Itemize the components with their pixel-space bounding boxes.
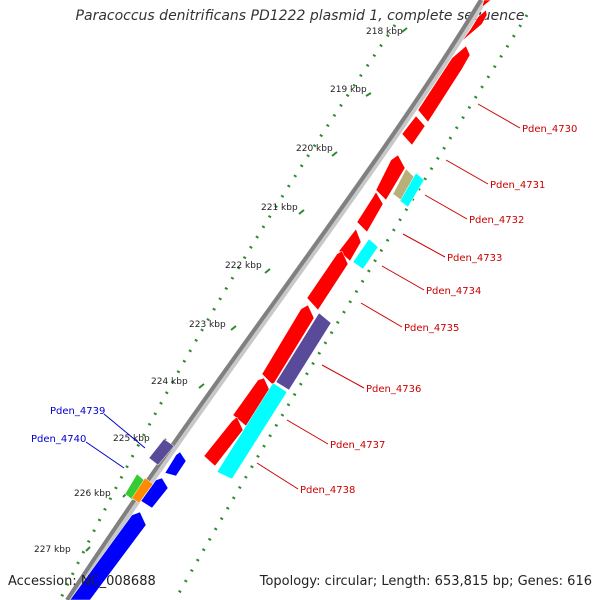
feature-16	[148, 438, 175, 466]
feature-1	[417, 45, 471, 123]
gene-label-4740: Pden_4740	[31, 434, 86, 445]
forward-gene-labels: Pden_4730 Pden_4731 Pden_4732 Pden_4733 …	[300, 124, 577, 496]
feature-7	[261, 304, 315, 386]
feature-15	[216, 382, 288, 480]
inner-dotted-track	[58, 24, 397, 600]
feature-4	[356, 191, 384, 233]
feature-5	[338, 228, 362, 262]
feature-18	[140, 477, 169, 509]
feature-13	[352, 238, 379, 270]
tick-label-219: 219 kbp	[330, 85, 367, 95]
gene-label-4730: Pden_4730	[522, 124, 577, 135]
feature-8	[232, 377, 271, 427]
feature-10	[481, 0, 492, 8]
tick-label-225: 225 kbp	[113, 434, 150, 444]
backbone	[65, 0, 483, 600]
feature-14	[275, 312, 332, 391]
gene-label-4736: Pden_4736	[366, 384, 421, 395]
gene-label-4737: Pden_4737	[330, 440, 385, 451]
gene-label-4732: Pden_4732	[469, 215, 524, 226]
tick-label-224: 224 kbp	[151, 377, 188, 387]
feature-21	[131, 477, 154, 504]
tick-label-223: 223 kbp	[189, 320, 226, 330]
gene-label-4734: Pden_4734	[426, 286, 481, 297]
feature-19	[69, 511, 147, 600]
tick-label-226: 226 kbp	[74, 489, 111, 499]
topology-summary-text: Topology: circular; Length: 653,815 bp; …	[259, 574, 592, 589]
forward-label-leaders	[256, 103, 521, 490]
feature-12	[399, 172, 425, 208]
forward-strand-genes	[203, 0, 492, 467]
feature-0	[461, 9, 488, 42]
feature-3	[375, 154, 406, 201]
tick-label-221: 221 kbp	[261, 203, 298, 213]
accession-text: Accession: NC_008688	[8, 574, 156, 589]
tick-label-227: 227 kbp	[34, 545, 71, 555]
feature-9	[203, 416, 244, 467]
tick-label-218: 218 kbp	[366, 27, 403, 37]
gene-label-4733: Pden_4733	[447, 253, 502, 264]
feature-6	[306, 250, 349, 311]
tick-marks	[85, 27, 408, 552]
feature-17	[164, 451, 187, 477]
gene-label-4738: Pden_4738	[300, 485, 355, 496]
reverse-label-leaders	[85, 413, 146, 469]
outer-dotted-track	[173, 14, 529, 600]
reverse-gene-labels: Pden_4739 Pden_4740	[31, 406, 105, 445]
feature-2	[401, 115, 426, 146]
tick-label-222: 222 kbp	[225, 261, 262, 271]
reverse-strand-genes	[69, 438, 187, 600]
tick-labels: 218 kbp 219 kbp 220 kbp 221 kbp 222 kbp …	[34, 27, 403, 555]
forward-strand-second-track	[216, 168, 425, 480]
gene-label-4731: Pden_4731	[490, 180, 545, 191]
tick-label-220: 220 kbp	[296, 144, 333, 154]
gene-label-4739: Pden_4739	[50, 406, 105, 417]
gene-label-4735: Pden_4735	[404, 323, 459, 334]
map-title: Paracoccus denitrificans PD1222 plasmid …	[75, 8, 525, 24]
